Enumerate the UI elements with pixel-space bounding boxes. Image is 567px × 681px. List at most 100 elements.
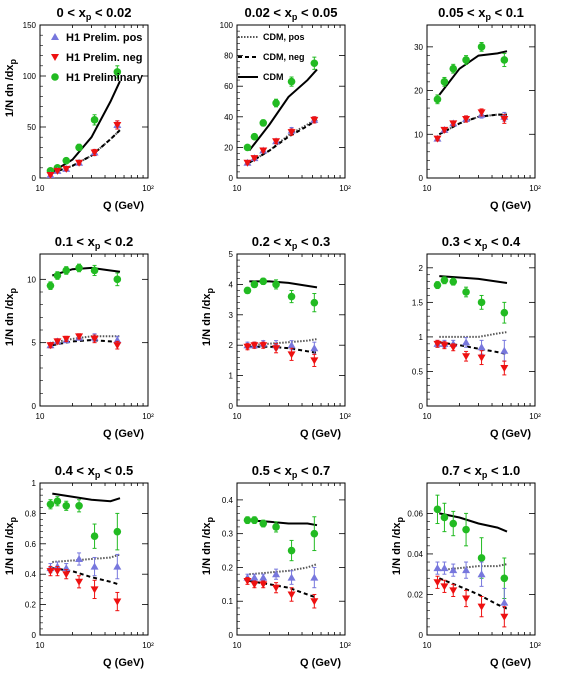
marker-h1-neg — [500, 613, 509, 621]
panel-title-part: 0.05 < x — [438, 5, 486, 20]
marker-h1-pos — [90, 562, 99, 570]
y-tick-label: 0 — [32, 402, 37, 411]
y-tick-label: 40 — [224, 113, 233, 122]
x-tick-label: 10 — [423, 412, 432, 421]
y-axis-label-part: 1/N dn /dx — [4, 293, 16, 346]
y-tick-label: 2 — [229, 341, 234, 350]
marker-h1-preliminary — [287, 546, 296, 555]
marker-h1-preliminary — [272, 99, 280, 107]
legend-label: H1 Preliminary — [66, 72, 144, 84]
y-axis-label: 1/N dn /dxp — [4, 59, 18, 118]
marker-h1-preliminary — [477, 298, 486, 307]
marker-h1-preliminary — [433, 281, 442, 289]
marker-h1-neg — [477, 109, 486, 117]
marker-h1-preliminary — [75, 264, 83, 272]
panel-title-part: 0.1 < x — [55, 234, 96, 249]
x-tick-label: 10 — [233, 412, 242, 421]
marker-h1-neg — [433, 135, 442, 143]
marker-h1-preliminary — [113, 275, 122, 284]
marker-h1-preliminary — [250, 132, 259, 141]
marker-h1-preliminary — [287, 292, 296, 301]
marker-h1-pos — [477, 343, 486, 351]
legend-label: CDM, neg — [263, 52, 305, 62]
y-tick-label: 0 — [229, 402, 234, 411]
marker-h1-neg — [46, 568, 55, 576]
marker-h1-neg — [310, 598, 319, 606]
marker-h1-pos — [51, 33, 59, 40]
marker-h1-pos — [500, 598, 509, 606]
marker-h1-preliminary — [243, 516, 252, 524]
panel-title-part: 0.3 < x — [442, 234, 483, 249]
marker-h1-neg — [440, 126, 449, 134]
marker-h1-neg — [462, 353, 471, 361]
marker-h1-preliminary — [53, 271, 62, 280]
series-line-cdm-pos — [52, 553, 121, 563]
marker-h1-pos — [113, 562, 122, 570]
marker-h1-preliminary — [259, 277, 268, 286]
marker-h1-pos — [449, 566, 458, 574]
marker-h1-preliminary — [433, 505, 442, 514]
y-axis-label-sub: p — [8, 59, 18, 65]
x-tick-label: 10² — [529, 184, 541, 193]
series-line-cdm-neg — [52, 567, 121, 586]
marker-h1-neg — [113, 121, 122, 129]
marker-h1-neg — [113, 598, 122, 606]
x-axis-label: Q (GeV) — [103, 200, 144, 212]
y-tick-label: 5 — [229, 250, 234, 259]
y-axis-label-sub: p — [8, 288, 18, 294]
x-tick-label: 10² — [142, 641, 154, 650]
marker-h1-pos — [272, 570, 281, 578]
marker-h1-neg — [53, 568, 62, 576]
legend-data: H1 Prelim. pos H1 Prelim. neg H1 Prelimina… — [51, 32, 144, 84]
panel-title-part: 0 < x — [57, 5, 87, 20]
marker-h1-preliminary — [462, 525, 470, 534]
marker-h1-preliminary — [113, 68, 122, 76]
marker-h1-pos — [462, 338, 471, 346]
plot-frame — [426, 24, 536, 179]
marker-h1-preliminary — [449, 519, 458, 528]
y-axis-label-sub: p — [205, 517, 215, 523]
y-tick-label: 20 — [224, 143, 233, 152]
y-tick-label: 100 — [220, 21, 234, 30]
marker-h1-preliminary — [440, 78, 449, 86]
y-axis-label-part: 1/N dn /dx — [391, 522, 403, 575]
x-axis-label: Q (GeV) — [300, 657, 341, 669]
marker-h1-neg — [462, 115, 471, 123]
marker-h1-preliminary — [440, 513, 449, 522]
y-tick-label: 0.06 — [407, 509, 423, 518]
marker-h1-neg — [53, 167, 62, 175]
x-axis-label: Q (GeV) — [490, 428, 531, 440]
y-tick-label: 0.4 — [25, 570, 37, 579]
marker-h1-neg — [250, 342, 259, 350]
y-tick-label: 0 — [419, 174, 424, 183]
panel-title-part: 0.7 < x — [442, 463, 483, 478]
marker-h1-neg — [243, 343, 252, 351]
marker-h1-neg — [250, 581, 259, 589]
plot-frame — [236, 253, 346, 407]
marker-h1-neg — [477, 354, 486, 362]
y-axis-label: 1/N dn /dxp — [201, 517, 215, 576]
marker-h1-neg — [75, 333, 84, 341]
marker-h1-neg — [272, 345, 281, 353]
series-line-cdm-pos — [439, 563, 508, 572]
marker-h1-preliminary — [53, 497, 62, 506]
series-line-cdm-neg — [438, 577, 508, 610]
y-tick-label: 0.02 — [407, 590, 423, 599]
series-line-cdm — [439, 512, 508, 533]
y-axis-label-part: 1/N dn /dx — [4, 522, 16, 575]
panel-title: 0.1 < xp < 0.2 — [55, 234, 134, 251]
panel-title-part: 0.4 < x — [55, 463, 96, 478]
y-tick-label: 30 — [414, 43, 423, 52]
x-tick-label: 10 — [423, 184, 432, 193]
y-tick-label: 4 — [229, 280, 234, 289]
series-line-cdm — [249, 519, 318, 527]
marker-h1-preliminary — [113, 527, 122, 536]
marker-h1-preliminary — [272, 523, 280, 531]
panel-title-sub: p — [95, 470, 101, 480]
panel-title-part: 0.2 < x — [252, 234, 293, 249]
y-tick-label: 1.5 — [412, 298, 424, 307]
panel-title-part: < 1.0 — [487, 463, 520, 478]
series-line-cdm-neg — [439, 341, 508, 356]
marker-h1-preliminary — [90, 532, 99, 540]
